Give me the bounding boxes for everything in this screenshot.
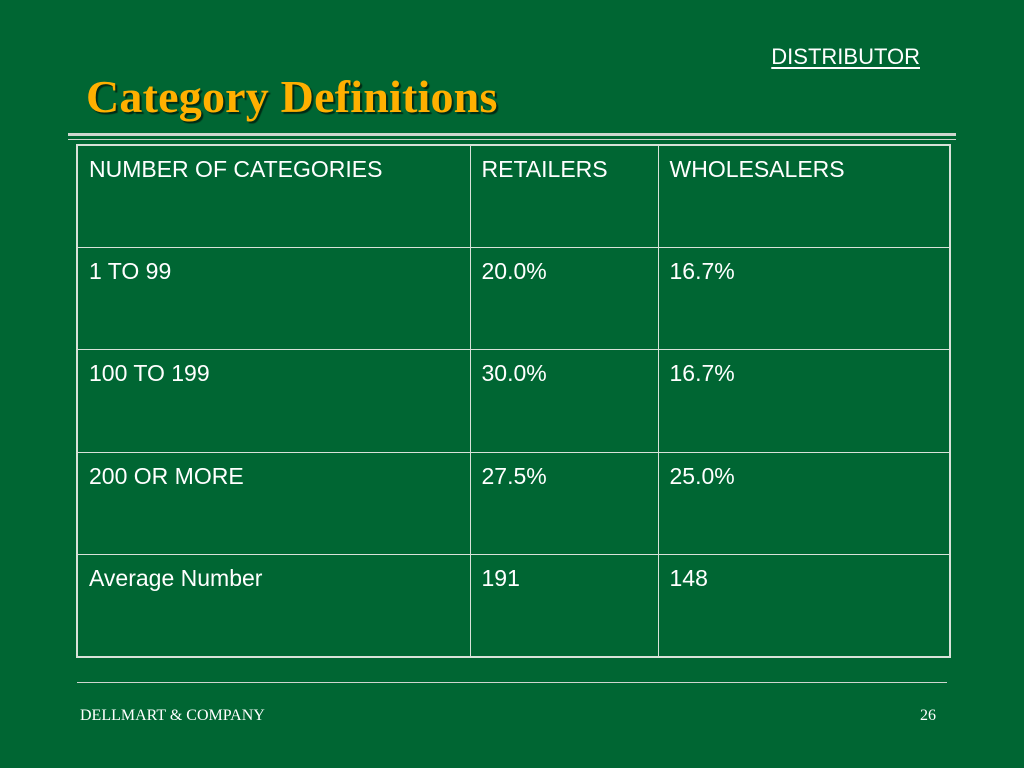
table-row: 1 TO 99 20.0% 16.7%: [76, 246, 951, 351]
retailers-cell: 20.0%: [469, 246, 659, 351]
slide-title: Category Definitions: [86, 71, 498, 122]
column-header-number-of-categories: NUMBER OF CATEGORIES: [76, 144, 471, 248]
retailers-cell: 30.0%: [469, 349, 659, 453]
table-row: Average Number 191 148: [76, 554, 951, 658]
table-row: 100 TO 199 30.0% 16.7%: [76, 349, 951, 453]
footer-divider: [77, 682, 947, 683]
column-header-retailers: RETAILERS: [469, 144, 659, 248]
column-header-wholesalers: WHOLESALERS: [657, 144, 951, 248]
title-divider-thick: [68, 133, 956, 136]
table-header-row: NUMBER OF CATEGORIES RETAILERS WHOLESALE…: [76, 144, 951, 248]
wholesalers-cell: 148: [657, 554, 951, 658]
table-row: 200 OR MORE 27.5% 25.0%: [76, 451, 951, 556]
category-range-cell: 100 TO 199: [76, 349, 471, 453]
footer-company-name: DELLMART & COMPANY: [80, 707, 265, 724]
retailers-cell: 191: [469, 554, 659, 658]
wholesalers-cell: 25.0%: [657, 451, 951, 556]
retailers-cell: 27.5%: [469, 451, 659, 556]
section-label: DISTRIBUTOR: [771, 44, 920, 69]
wholesalers-cell: 16.7%: [657, 349, 951, 453]
category-range-cell: Average Number: [76, 554, 471, 658]
title-divider-thin: [68, 139, 956, 140]
category-definitions-table: NUMBER OF CATEGORIES RETAILERS WHOLESALE…: [76, 144, 951, 658]
page-number: 26: [920, 707, 936, 724]
wholesalers-cell: 16.7%: [657, 246, 951, 351]
category-range-cell: 200 OR MORE: [76, 451, 471, 556]
category-range-cell: 1 TO 99: [76, 246, 471, 351]
